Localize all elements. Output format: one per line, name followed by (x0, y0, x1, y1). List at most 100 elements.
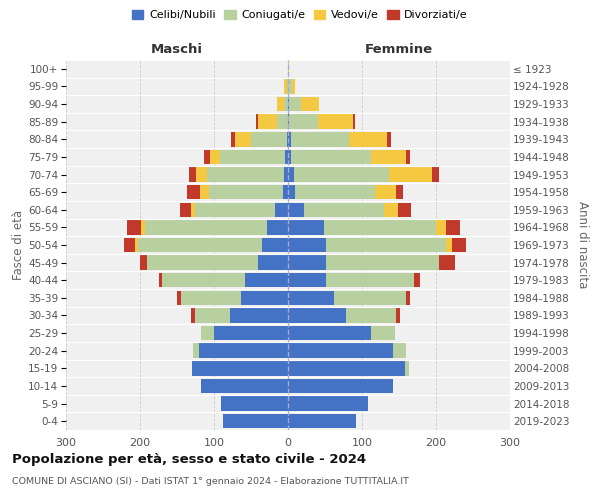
Bar (288, 62, 289, 76)
Text: Maschi: Maschi (151, 44, 203, 57)
Bar (267, 220, 288, 234)
Bar (439, 256, 455, 270)
Bar (203, 150, 209, 164)
Bar (209, 185, 283, 200)
Bar (195, 202, 275, 217)
Bar (326, 238, 446, 252)
Bar (288, 326, 371, 340)
Bar (277, 97, 284, 112)
Bar (289, 97, 301, 112)
Bar (220, 150, 285, 164)
Bar (206, 168, 284, 181)
Bar (446, 220, 460, 234)
Bar (389, 168, 431, 181)
Bar (230, 308, 288, 322)
Bar (414, 273, 420, 287)
Bar (223, 414, 288, 428)
Bar (288, 308, 346, 322)
Bar (288, 378, 393, 393)
Bar (187, 185, 200, 200)
Bar (256, 114, 259, 129)
Bar (431, 168, 439, 181)
Bar (192, 361, 288, 376)
Bar (317, 114, 353, 129)
Bar (209, 150, 220, 164)
Bar (251, 132, 287, 146)
Bar (180, 202, 191, 217)
Bar (127, 220, 142, 234)
Y-axis label: Anni di nascita: Anni di nascita (576, 202, 589, 288)
Bar (288, 344, 393, 358)
Bar (288, 256, 326, 270)
Bar (371, 326, 395, 340)
Bar (288, 414, 356, 428)
Bar (288, 114, 289, 129)
Bar (145, 220, 267, 234)
Bar (384, 202, 398, 217)
Bar (295, 185, 376, 200)
Bar (241, 290, 288, 305)
Bar (259, 114, 277, 129)
Bar (189, 168, 196, 181)
Bar (452, 238, 466, 252)
Bar (142, 220, 145, 234)
Bar (406, 150, 410, 164)
Bar (200, 378, 288, 393)
Bar (181, 290, 241, 305)
Bar (284, 79, 287, 94)
Bar (393, 344, 406, 358)
Bar (294, 168, 389, 181)
Bar (140, 256, 148, 270)
Bar (289, 114, 317, 129)
Bar (191, 308, 195, 322)
Bar (398, 202, 411, 217)
Bar (387, 132, 391, 146)
Bar (138, 238, 262, 252)
Bar (262, 238, 288, 252)
Bar (288, 202, 304, 217)
Bar (177, 290, 181, 305)
Bar (191, 202, 195, 217)
Bar (195, 308, 230, 322)
Bar (124, 238, 135, 252)
Bar (288, 361, 405, 376)
Bar (288, 238, 326, 252)
Bar (326, 256, 439, 270)
Bar (284, 168, 288, 181)
Bar (287, 79, 288, 94)
Bar (287, 132, 288, 146)
Y-axis label: Fasce di età: Fasce di età (13, 210, 25, 280)
Bar (231, 132, 235, 146)
Bar (349, 132, 387, 146)
Bar (405, 361, 409, 376)
Bar (288, 79, 292, 94)
Bar (291, 150, 371, 164)
Bar (285, 150, 288, 164)
Bar (436, 220, 446, 234)
Bar (284, 97, 288, 112)
Bar (288, 132, 291, 146)
Bar (200, 326, 214, 340)
Bar (199, 344, 288, 358)
Bar (288, 97, 289, 112)
Bar (288, 220, 323, 234)
Bar (334, 290, 406, 305)
Bar (193, 344, 199, 358)
Bar (158, 273, 162, 287)
Bar (196, 168, 206, 181)
Bar (371, 150, 406, 164)
Bar (376, 185, 396, 200)
Bar (446, 238, 452, 252)
Bar (292, 79, 295, 94)
Bar (288, 185, 295, 200)
Bar (291, 132, 349, 146)
Bar (323, 220, 436, 234)
Text: Femmine: Femmine (365, 44, 433, 57)
Bar (245, 273, 288, 287)
Legend: Celibi/Nubili, Coniugati/e, Vedovi/e, Divorziati/e: Celibi/Nubili, Coniugati/e, Vedovi/e, Di… (128, 6, 472, 25)
Bar (148, 256, 259, 270)
Bar (283, 185, 288, 200)
Bar (288, 150, 291, 164)
Bar (275, 202, 288, 217)
Bar (396, 308, 400, 322)
